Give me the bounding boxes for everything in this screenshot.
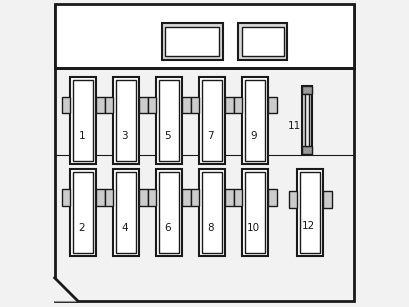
Bar (191, 189, 199, 206)
Bar (302, 146, 312, 154)
Bar (289, 191, 297, 208)
Bar (105, 189, 113, 206)
Bar (199, 77, 225, 164)
Bar (225, 97, 234, 114)
Bar (202, 172, 222, 253)
Bar (113, 77, 139, 164)
Bar (139, 97, 148, 114)
Bar (245, 80, 265, 161)
Bar (162, 23, 223, 60)
Bar (96, 189, 105, 206)
Bar (245, 172, 265, 253)
Bar (62, 97, 70, 114)
Bar (73, 172, 93, 253)
Bar (105, 97, 113, 114)
Bar (113, 169, 139, 256)
Text: 11: 11 (288, 122, 301, 131)
Bar (62, 189, 70, 206)
Bar (159, 172, 179, 253)
Bar (302, 86, 312, 154)
Bar (116, 80, 136, 161)
Text: 1: 1 (79, 131, 85, 141)
Bar (73, 80, 93, 161)
Bar (70, 169, 96, 256)
Bar (305, 94, 310, 146)
Bar (297, 169, 324, 256)
Text: 8: 8 (207, 223, 214, 233)
Bar (182, 189, 191, 206)
Bar (238, 23, 288, 60)
Bar (242, 169, 268, 256)
Bar (234, 189, 242, 206)
Bar (96, 97, 105, 114)
Bar (242, 77, 268, 164)
Polygon shape (55, 278, 78, 301)
Text: 6: 6 (164, 223, 171, 233)
Bar (302, 86, 312, 94)
Bar (202, 80, 222, 161)
Bar (191, 97, 199, 114)
Bar (165, 27, 219, 56)
Bar (182, 97, 191, 114)
Bar (199, 169, 225, 256)
Text: 9: 9 (250, 131, 257, 141)
Text: 2: 2 (79, 223, 85, 233)
Bar (55, 4, 354, 68)
Bar (159, 80, 179, 161)
Bar (268, 97, 277, 114)
Bar (70, 77, 96, 164)
Bar (148, 97, 156, 114)
Bar (242, 27, 284, 56)
Text: 12: 12 (302, 221, 315, 231)
Text: 3: 3 (121, 131, 128, 141)
Bar (301, 172, 320, 253)
Bar (268, 189, 277, 206)
Bar (156, 77, 182, 164)
Text: 10: 10 (247, 223, 260, 233)
Bar (148, 189, 156, 206)
Bar (225, 189, 234, 206)
Text: 7: 7 (207, 131, 214, 141)
Text: 5: 5 (164, 131, 171, 141)
Bar (116, 172, 136, 253)
Bar (234, 97, 242, 114)
Bar (156, 169, 182, 256)
Text: 4: 4 (121, 223, 128, 233)
Bar (139, 189, 148, 206)
Bar (324, 191, 332, 208)
